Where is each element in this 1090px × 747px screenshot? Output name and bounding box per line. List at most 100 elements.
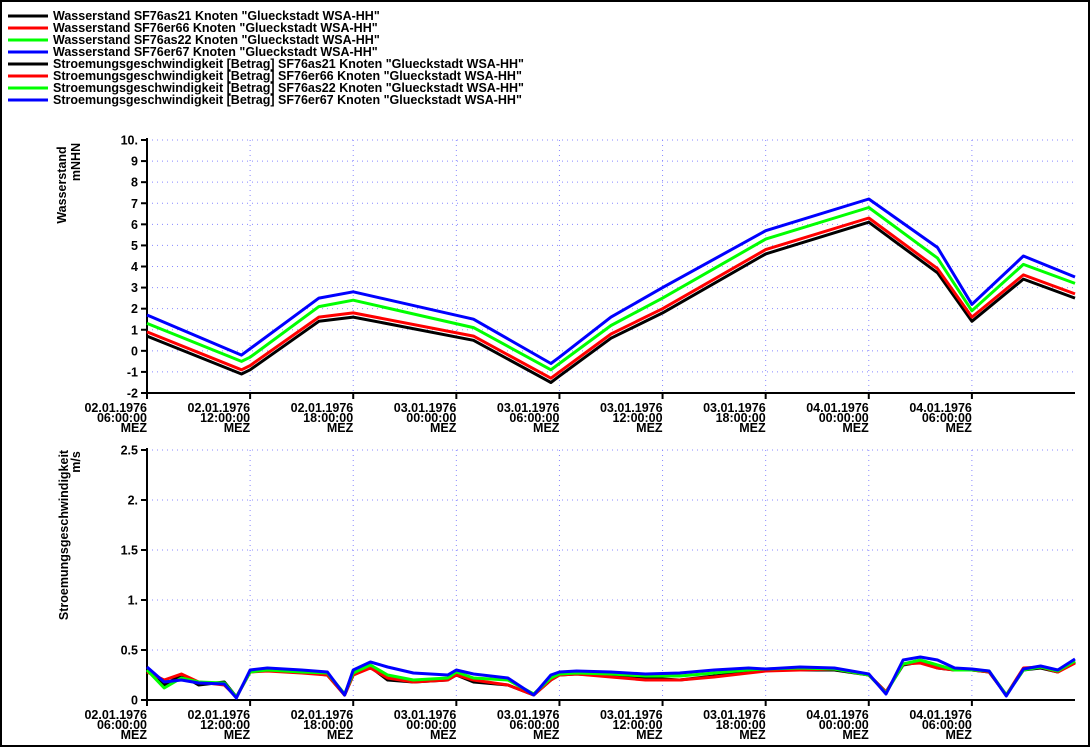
x-tick-label: 06:00:00 [509,718,559,732]
x-tick-label: 12:00:00 [200,411,250,425]
legend-label: Stroemungsgeschwindigkeit [Betrag] SF76a… [53,57,524,71]
x-tick-label: 18:00:00 [716,411,766,425]
legend: Wasserstand SF76as21 Knoten "Glueckstadt… [8,9,524,107]
x-tick-label: MEZ [121,421,148,435]
legend-label: Wasserstand SF76er66 Knoten "Glueckstadt… [53,21,378,35]
x-tick-label: 02.01.1976 [188,708,251,722]
y-tick-label: -1 [127,365,138,379]
series-line [146,655,1076,700]
x-tick-label: 00:00:00 [406,718,456,732]
x-tick-label: 04.01.1976 [909,401,972,415]
x-tick-label: MEZ [842,421,869,435]
x-tick-label: MEZ [121,728,148,742]
legend-label: Stroemungsgeschwindigkeit [Betrag] SF76a… [53,81,524,95]
x-tick-label: 12:00:00 [613,411,663,425]
x-tick-label: 18:00:00 [716,718,766,732]
x-tick-label: MEZ [739,728,766,742]
legend-label: Stroemungsgeschwindigkeit [Betrag] SF76e… [53,69,522,83]
y-tick-label: 8 [131,176,138,190]
y-tick-label: 1.5 [121,544,138,558]
y-tick-label: 9 [131,155,138,169]
y-tick-label: 2 [131,302,138,316]
stroemung-panel: 00.51.1.52.2.502.01.197606:00:00MEZ02.01… [57,444,1076,742]
series-line [145,658,1076,699]
x-tick-label: 03.01.1976 [394,401,457,415]
y-tick-label: 0 [131,344,138,358]
legend-item: Stroemungsgeschwindigkeit [Betrag] SF76e… [8,69,522,83]
x-tick-label: MEZ [945,421,972,435]
x-tick-label: 02.01.1976 [291,708,354,722]
y-tick-label: 7 [131,197,138,211]
x-tick-label: 06:00:00 [922,718,972,732]
x-tick-label: MEZ [945,728,972,742]
y-axis-title: Stroemungsgeschwindigkeit [57,449,71,620]
x-tick-label: MEZ [842,728,869,742]
series-line [146,206,1076,372]
y-tick-label: 10. [121,134,138,148]
series-line [146,197,1076,365]
x-tick-label: MEZ [327,728,354,742]
y-tick-label: 3 [131,281,138,295]
x-tick-label: MEZ [224,421,251,435]
x-tick-label: 03.01.1976 [497,708,560,722]
legend-label: Wasserstand SF76er67 Knoten "Glueckstadt… [53,45,378,59]
x-tick-label: MEZ [327,421,354,435]
x-tick-label: 03.01.1976 [600,401,663,415]
y-tick-label: 4 [131,260,138,274]
x-tick-label: MEZ [739,421,766,435]
x-tick-label: 18:00:00 [303,718,353,732]
x-tick-label: 06:00:00 [97,411,147,425]
y-axis-unit: m/s [69,451,83,473]
x-tick-label: MEZ [430,728,457,742]
y-tick-label: 2.5 [121,444,138,458]
x-tick-label: 02.01.1976 [84,708,147,722]
x-tick-label: 03.01.1976 [703,401,766,415]
x-tick-label: 03.01.1976 [497,401,560,415]
wasserstand-panel: -2-1012345678910.02.01.197606:00:00MEZ02… [55,134,1076,435]
legend-item: Stroemungsgeschwindigkeit [Betrag] SF76a… [8,81,524,95]
x-tick-label: 00:00:00 [406,411,456,425]
legend-item: Wasserstand SF76as21 Knoten "Glueckstadt… [8,9,380,23]
y-tick-label: 2. [128,494,138,508]
legend-item: Wasserstand SF76er66 Knoten "Glueckstadt… [8,21,378,35]
x-tick-label: 00:00:00 [819,411,869,425]
y-tick-label: 0.5 [121,644,138,658]
x-tick-label: 00:00:00 [819,718,869,732]
y-tick-label: 6 [131,218,138,232]
x-tick-label: 12:00:00 [200,718,250,732]
series-line [146,220,1076,384]
legend-label: Wasserstand SF76as22 Knoten "Glueckstadt… [53,33,380,47]
x-tick-label: MEZ [636,421,663,435]
y-tick-label: 0 [131,694,138,708]
x-tick-label: 02.01.1976 [291,401,354,415]
x-tick-label: 04.01.1976 [806,401,869,415]
x-tick-label: MEZ [224,728,251,742]
x-tick-label: 06:00:00 [922,411,972,425]
x-tick-label: 02.01.1976 [84,401,147,415]
x-tick-label: 04.01.1976 [806,708,869,722]
x-tick-label: 03.01.1976 [703,708,766,722]
x-tick-label: MEZ [430,421,457,435]
legend-label: Wasserstand SF76as21 Knoten "Glueckstadt… [53,9,380,23]
x-tick-label: 04.01.1976 [909,708,972,722]
x-tick-label: MEZ [636,728,663,742]
x-tick-label: MEZ [533,728,560,742]
y-tick-label: 1 [131,323,138,337]
y-tick-label: -2 [127,387,138,401]
legend-item: Wasserstand SF76as22 Knoten "Glueckstadt… [8,33,380,47]
x-tick-label: 03.01.1976 [394,708,457,722]
x-tick-label: 06:00:00 [509,411,559,425]
y-axis-unit: mNHN [69,143,83,181]
legend-label: Stroemungsgeschwindigkeit [Betrag] SF76e… [53,93,522,107]
x-tick-label: 06:00:00 [97,718,147,732]
x-tick-label: 18:00:00 [303,411,353,425]
x-tick-label: 02.01.1976 [188,401,251,415]
series-line [146,216,1076,380]
x-tick-label: 03.01.1976 [600,708,663,722]
legend-item: Stroemungsgeschwindigkeit [Betrag] SF76a… [8,57,524,71]
y-tick-label: 5 [131,239,138,253]
y-axis-title: Wasserstand [55,146,69,223]
x-tick-label: MEZ [533,421,560,435]
legend-item: Stroemungsgeschwindigkeit [Betrag] SF76e… [8,93,522,107]
